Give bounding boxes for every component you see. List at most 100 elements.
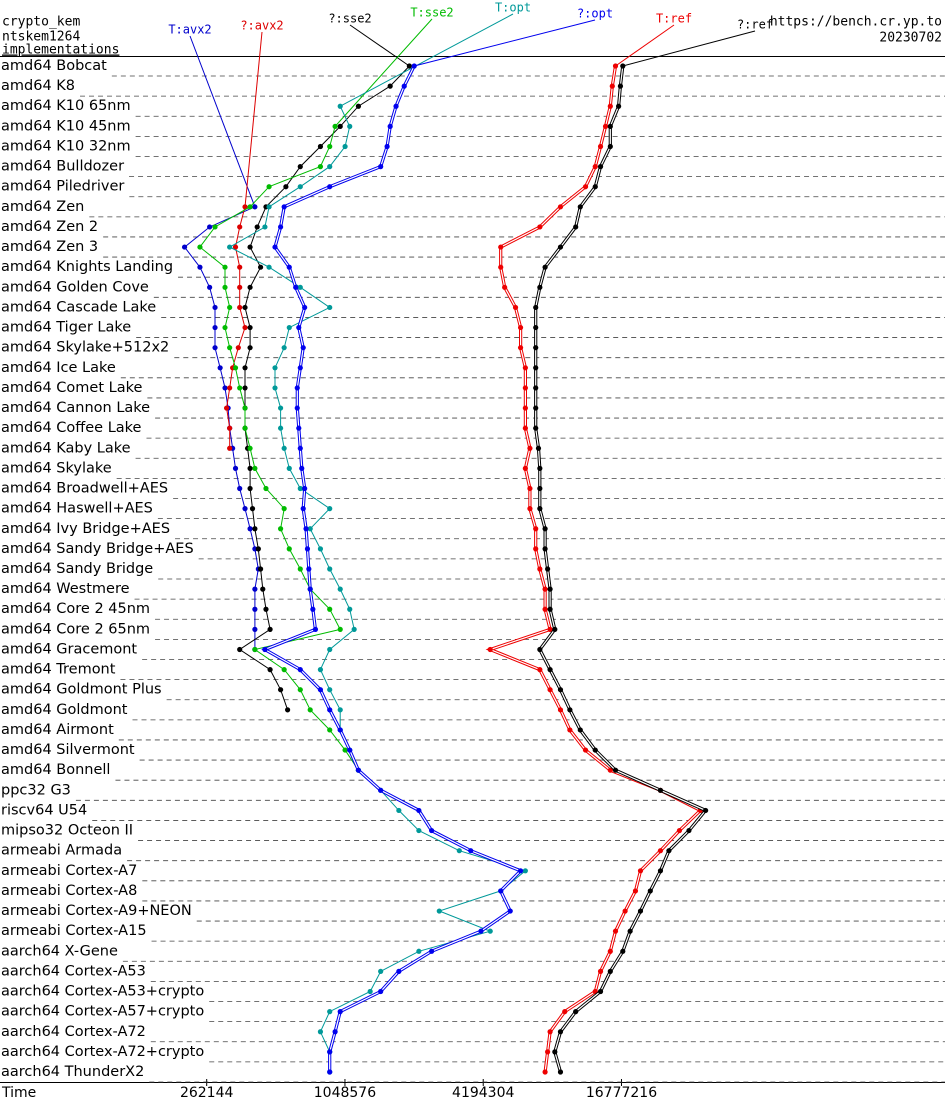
data-point: [542, 586, 548, 592]
data-point: [351, 626, 357, 632]
data-point: [502, 284, 508, 290]
data-point: [272, 365, 278, 371]
data-point: [227, 304, 233, 311]
data-point: [378, 988, 384, 995]
data-point: [222, 324, 228, 331]
data-point: [557, 687, 564, 693]
data-point: [227, 425, 233, 431]
legend-label: ?:sse2: [328, 12, 371, 26]
data-point: [527, 445, 533, 451]
data-point: [327, 164, 333, 170]
data-point: [537, 506, 543, 512]
row-label: amd64 K10 65nm: [1, 98, 131, 114]
data-point: [281, 667, 287, 673]
data-point: [577, 204, 583, 210]
data-point: [252, 606, 258, 612]
data-point: [597, 143, 604, 150]
data-point: [317, 164, 324, 170]
data-point: [592, 747, 598, 753]
data-point: [267, 667, 273, 673]
data-point: [337, 626, 343, 632]
data-point: [222, 284, 228, 290]
row-label: armeabi Cortex-A15: [1, 923, 147, 939]
row-label: amd64 Core 2 45nm: [1, 601, 150, 617]
data-point: [237, 304, 243, 311]
data-point: [247, 204, 253, 210]
x-tick-label: 4194304: [452, 1085, 514, 1101]
data-point: [235, 345, 241, 351]
row-label: amd64 Ivy Bridge+AES: [1, 521, 170, 537]
data-point: [266, 264, 272, 270]
data-point: [498, 888, 504, 894]
data-point: [537, 646, 543, 653]
data-point: [542, 526, 548, 532]
data-point: [242, 506, 248, 512]
data-point: [592, 164, 598, 170]
data-point: [622, 908, 628, 914]
data-point: [327, 566, 333, 572]
data-point: [242, 324, 248, 331]
data-point: [537, 667, 543, 673]
row-label: armeabi Cortex-A9+NEON: [1, 903, 192, 919]
row-label: amd64 Bulldozer: [1, 159, 124, 175]
data-point: [317, 1029, 324, 1035]
data-point: [266, 184, 272, 190]
data-point: [527, 485, 533, 492]
data-point: [277, 687, 284, 693]
data-point: [247, 345, 253, 351]
row-label: amd64 K10 45nm: [1, 118, 131, 134]
data-point: [312, 626, 319, 632]
data-point: [517, 345, 524, 351]
data-point: [552, 626, 558, 632]
data-point: [272, 385, 278, 391]
data-point: [212, 224, 218, 230]
data-point: [686, 827, 692, 834]
legend-label: T:sse2: [410, 6, 453, 20]
data-point: [317, 687, 324, 693]
data-point: [207, 224, 213, 230]
data-point: [537, 284, 543, 290]
data-point: [577, 727, 583, 733]
row-label: amd64 Gracemont: [1, 641, 137, 657]
legend-label: ?:opt: [577, 7, 613, 21]
data-point: [517, 324, 524, 331]
data-point: [307, 707, 313, 713]
data-point: [498, 244, 504, 250]
data-point: [547, 1029, 553, 1035]
data-point: [367, 988, 373, 995]
leader-line: [189, 35, 256, 208]
row-label: riscv64 U54: [1, 802, 87, 818]
data-point: [286, 465, 292, 471]
data-point: [281, 204, 287, 210]
data-point: [277, 425, 284, 431]
data-point: [277, 224, 284, 230]
leader-line: [615, 24, 675, 67]
data-point: [337, 707, 343, 713]
data-point: [627, 928, 633, 934]
chart-title: crypto_kem: [2, 15, 80, 30]
data-point: [252, 646, 258, 653]
data-point: [283, 184, 289, 190]
data-point: [223, 405, 230, 411]
data-point: [537, 465, 543, 471]
data-point: [237, 385, 243, 391]
data-point: [342, 143, 348, 150]
data-point: [307, 586, 313, 592]
row-label: amd64 Bonnell: [1, 762, 110, 778]
data-point: [542, 264, 548, 270]
data-point: [347, 606, 353, 612]
data-point: [562, 1009, 568, 1015]
data-point: [567, 727, 573, 733]
data-point: [557, 204, 564, 210]
data-point: [607, 143, 613, 150]
row-label: amd64 K10 32nm: [1, 138, 131, 154]
row-label: amd64 Westmere: [1, 581, 130, 597]
data-point: [317, 546, 324, 552]
data-point: [307, 526, 313, 532]
data-point: [616, 103, 622, 109]
data-point: [297, 667, 303, 673]
data-point: [612, 767, 619, 773]
data-point: [237, 646, 243, 653]
data-point: [181, 244, 188, 250]
data-point: [293, 284, 299, 290]
